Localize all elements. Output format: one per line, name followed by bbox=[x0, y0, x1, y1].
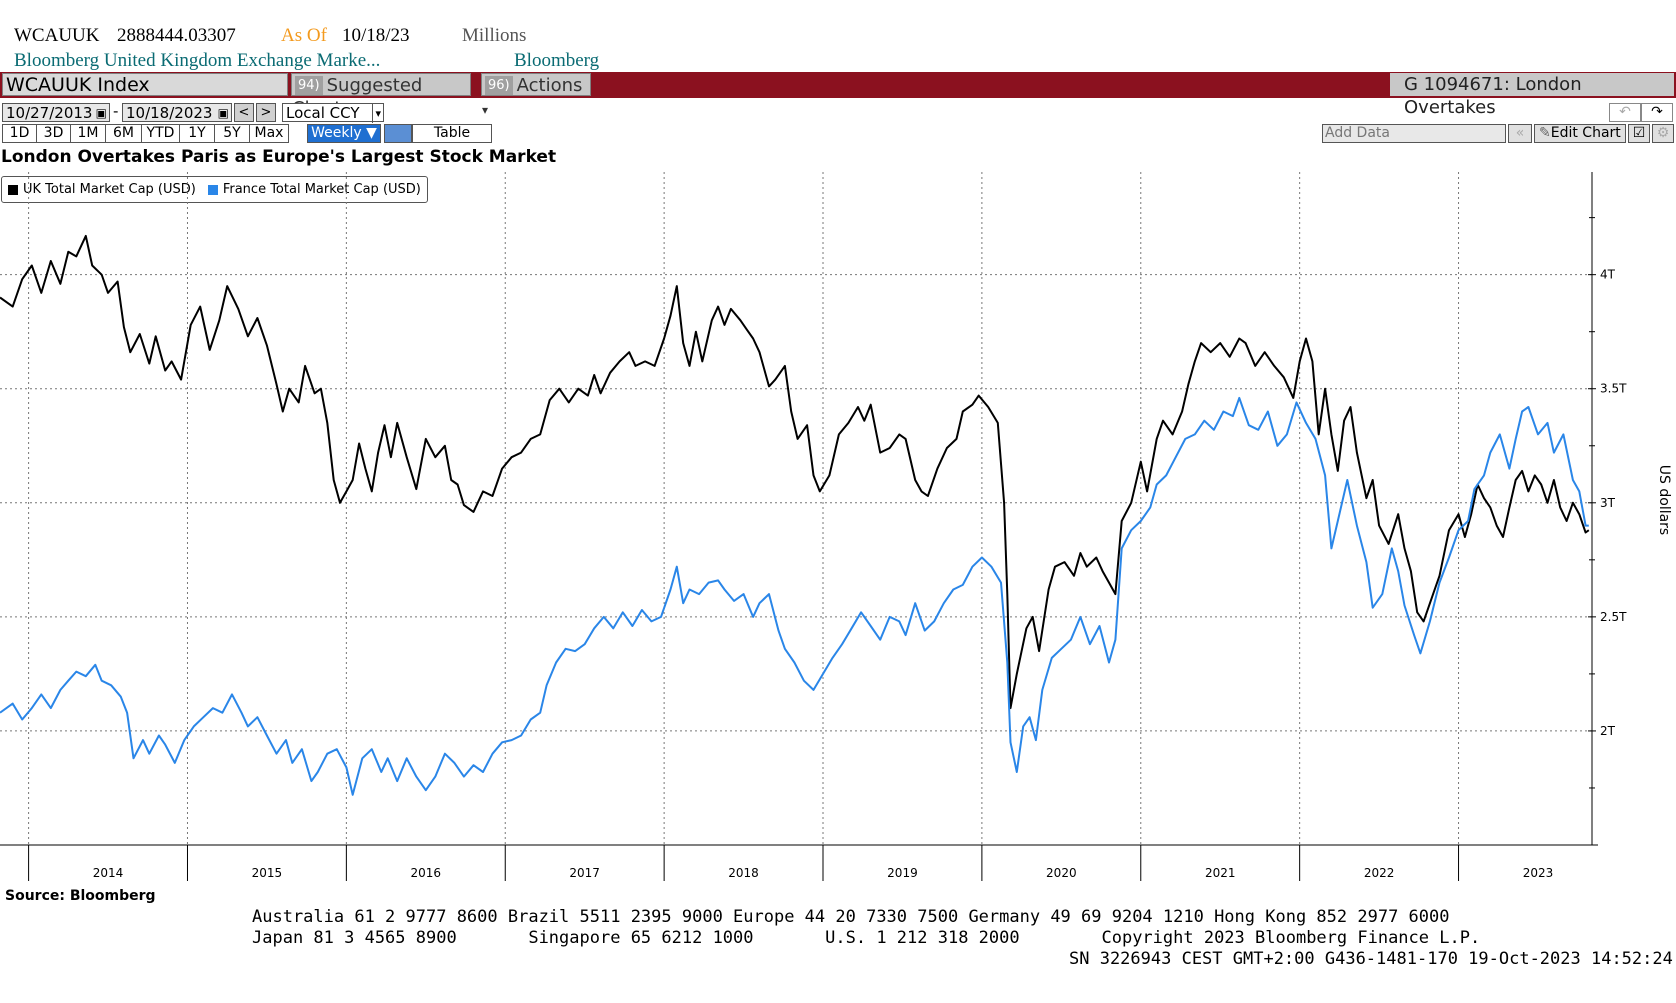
actions-label: Actions bbox=[516, 75, 583, 96]
series bbox=[0, 234, 1590, 796]
x-tick-label: 2015 bbox=[252, 866, 283, 880]
edit-chart-label: Edit Chart bbox=[1550, 125, 1621, 141]
period-max[interactable]: Max bbox=[249, 124, 289, 143]
header-ticker: WCAUUK bbox=[14, 25, 100, 46]
actions-button[interactable]: 96) Actions ▾ bbox=[481, 73, 591, 117]
y-tick-label: 2.5T bbox=[1600, 610, 1627, 624]
frequency-select[interactable]: Weekly ▼ bbox=[307, 124, 381, 143]
date-dash: - bbox=[113, 102, 119, 120]
next-period-button[interactable]: > bbox=[256, 103, 276, 122]
legend-item-uk[interactable]: UK Total Market Cap (USD) bbox=[8, 182, 196, 197]
security-description: Bloomberg United Kingdom Exchange Marke.… bbox=[14, 50, 381, 71]
gear-icon[interactable]: ⚙ bbox=[1652, 124, 1674, 143]
y-tick-label: 4T bbox=[1600, 268, 1616, 282]
add-data-input[interactable]: Add Data bbox=[1322, 124, 1506, 143]
period-1y[interactable]: 1Y bbox=[179, 124, 214, 143]
period-ytd[interactable]: YTD bbox=[141, 124, 179, 143]
series-line-france[interactable] bbox=[0, 396, 1589, 796]
suggested-num: 94) bbox=[295, 76, 323, 95]
x-tick-label: 2017 bbox=[569, 866, 600, 880]
x-tick-label: 2014 bbox=[93, 866, 124, 880]
series-line-uk[interactable] bbox=[0, 234, 1590, 710]
undo-icon[interactable]: ↶ bbox=[1609, 103, 1641, 122]
chevron-down-icon[interactable]: ▾ bbox=[372, 104, 381, 123]
legend-label-france: France Total Market Cap (USD) bbox=[222, 182, 421, 197]
line-chart: 2T 2.5T 3T 3.5T 4T 2014 2015 2016 2017 2018 2019 20… bbox=[0, 172, 1672, 881]
axes: 2T 2.5T 3T 3.5T 4T 2014 2015 2016 2017 2018 2019 20… bbox=[0, 172, 1627, 881]
legend-swatch-france bbox=[207, 184, 218, 195]
x-tick-label: 2016 bbox=[411, 866, 442, 880]
footer-line-2: Japan 81 3 4565 8900 Singapore 65 6212 1… bbox=[252, 928, 1481, 948]
legend-item-france[interactable]: France Total Market Cap (USD) bbox=[207, 182, 421, 197]
chevron-down-icon: ▾ bbox=[482, 103, 489, 117]
security-field[interactable]: WCAUUK Index bbox=[2, 73, 288, 96]
as-of-label: As Of bbox=[281, 25, 327, 46]
x-tick-label: 2023 bbox=[1523, 866, 1554, 880]
y-tick-label: 3.5T bbox=[1600, 382, 1627, 396]
source-note: Source: Bloomberg bbox=[5, 888, 156, 904]
x-tick-label: 2022 bbox=[1364, 866, 1395, 880]
units-label: Millions bbox=[462, 25, 527, 46]
footer-line-1: Australia 61 2 9777 8600 Brazil 5511 239… bbox=[252, 907, 1450, 927]
x-tick-label: 2021 bbox=[1205, 866, 1236, 880]
y-tick-label: 2T bbox=[1600, 724, 1616, 738]
period-1d[interactable]: 1D bbox=[2, 124, 36, 143]
frequency-value: Weekly bbox=[311, 125, 362, 141]
calendar-icon[interactable]: ▣ bbox=[217, 106, 229, 120]
source-name: Bloomberg bbox=[514, 50, 600, 71]
currency-value: Local CCY bbox=[286, 104, 360, 122]
chart-edit-icon[interactable]: ☑ bbox=[1628, 124, 1650, 143]
period-5y[interactable]: 5Y bbox=[214, 124, 249, 143]
redo-icon[interactable]: ↷ bbox=[1641, 103, 1673, 122]
period-1m[interactable]: 1M bbox=[70, 124, 105, 143]
period-6m[interactable]: 6M bbox=[105, 124, 141, 143]
legend-label-uk: UK Total Market Cap (USD) bbox=[23, 182, 196, 197]
chevron-down-icon: ▼ bbox=[366, 125, 377, 141]
grid bbox=[0, 172, 1592, 845]
x-tick-label: 2019 bbox=[887, 866, 918, 880]
header-value: 2888444.03307 bbox=[117, 25, 236, 46]
start-date: 10/27/2013 bbox=[6, 104, 93, 122]
edit-chart-button[interactable]: ✎Edit Chart bbox=[1534, 124, 1626, 143]
end-date-input[interactable]: 10/18/2023 ▣ bbox=[122, 103, 232, 122]
x-tick-label: 2018 bbox=[728, 866, 759, 880]
period-selector: 1D 3D 1M 6M YTD 1Y 5Y Max bbox=[2, 124, 289, 143]
chart-title: London Overtakes Paris as Europe's Large… bbox=[1, 147, 557, 167]
x-tick-label: 2020 bbox=[1046, 866, 1077, 880]
chart-type-toggle[interactable] bbox=[384, 124, 412, 143]
table-toggle[interactable]: Table bbox=[412, 124, 492, 143]
legend: UK Total Market Cap (USD) France Total M… bbox=[1, 176, 428, 203]
y-axis-label: US dollars bbox=[1656, 465, 1672, 535]
legend-swatch-uk bbox=[8, 184, 18, 195]
period-3d[interactable]: 3D bbox=[36, 124, 70, 143]
calendar-icon[interactable]: ▣ bbox=[95, 106, 107, 120]
collapse-icon[interactable]: « bbox=[1508, 124, 1532, 143]
currency-select[interactable]: Local CCY ▾ bbox=[282, 103, 384, 123]
as-of-date: 10/18/23 bbox=[342, 25, 410, 46]
footer-line-3: SN 3226943 CEST GMT+2:00 G436-1481-170 1… bbox=[1069, 949, 1673, 969]
chart-title-tab[interactable]: G 1094671: London Overtakes bbox=[1390, 73, 1674, 118]
actions-num: 96) bbox=[485, 76, 513, 95]
prev-period-button[interactable]: < bbox=[234, 103, 254, 122]
pencil-icon: ✎ bbox=[1539, 125, 1551, 141]
end-date: 10/18/2023 bbox=[126, 104, 213, 122]
start-date-input[interactable]: 10/27/2013 ▣ bbox=[2, 103, 110, 122]
y-tick-label: 3T bbox=[1600, 496, 1616, 510]
